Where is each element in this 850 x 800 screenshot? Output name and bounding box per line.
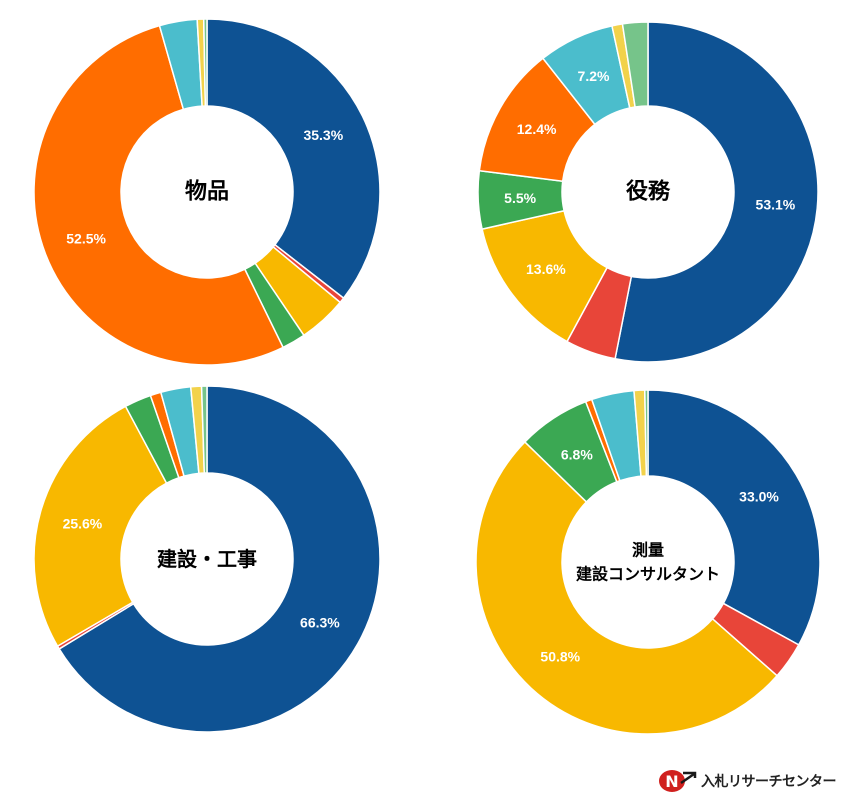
donut-chart-2: 53.1% 13.6% 5.5% 12.4% 7.2% 役務 xyxy=(477,21,819,363)
svg-text:N: N xyxy=(665,772,678,791)
donut-4-slice-1 xyxy=(647,389,821,646)
donut-2-slice-8 xyxy=(621,21,649,108)
donut-3-slice-8 xyxy=(200,385,208,474)
donut-1-slice-1 xyxy=(206,18,381,300)
donut-2-data-label-1: 53.1% xyxy=(756,196,796,212)
donut-2-center-label-1: 役務 xyxy=(626,179,671,205)
donut-4-center-label-2: 建設コンサルタント xyxy=(576,565,720,584)
donut-4-slice-8 xyxy=(643,389,649,477)
donut-2-data-label-6: 7.2% xyxy=(578,68,610,84)
donut-4-center-label-1: 測量 xyxy=(632,541,664,560)
donut-2-data-label-5: 12.4% xyxy=(517,121,557,137)
donut-1-slice-5 xyxy=(33,24,285,366)
donut-4-data-label-4: 6.8% xyxy=(561,446,593,462)
donut-3-data-label-1: 66.3% xyxy=(300,614,340,630)
donut-3-center-label-1: 建設・工事 xyxy=(157,547,257,571)
donut-1-data-label-1: 35.3% xyxy=(303,127,343,143)
nyusatsu-logo-icon: N xyxy=(659,770,697,792)
donut-1-center-label-1: 物品 xyxy=(185,179,229,205)
donut-4-slice-3 xyxy=(475,440,779,735)
donut-2-data-label-4: 5.5% xyxy=(504,190,536,206)
donut-1-slice-8 xyxy=(202,18,208,107)
donut-3-slice-3 xyxy=(33,405,168,648)
donut-3-data-label-3: 25.6% xyxy=(63,516,103,532)
donut-2-slice-1 xyxy=(614,21,819,363)
donut-1-data-label-5: 52.5% xyxy=(66,230,106,246)
donut-chart-3: 66.3% 25.6% 建設・工事 xyxy=(33,385,381,733)
brand-name: 入札リサーチセンター xyxy=(701,774,837,790)
donut-chart-1: 35.3% 52.5% 物品 xyxy=(33,18,381,366)
donut-3-slice-1 xyxy=(58,385,381,733)
donut-4-data-label-3: 50.8% xyxy=(540,649,580,665)
brand: N 入札リサーチセンター xyxy=(657,768,837,794)
donut-2-data-label-3: 13.6% xyxy=(526,261,566,277)
donut-4-data-label-1: 33.0% xyxy=(739,488,779,504)
